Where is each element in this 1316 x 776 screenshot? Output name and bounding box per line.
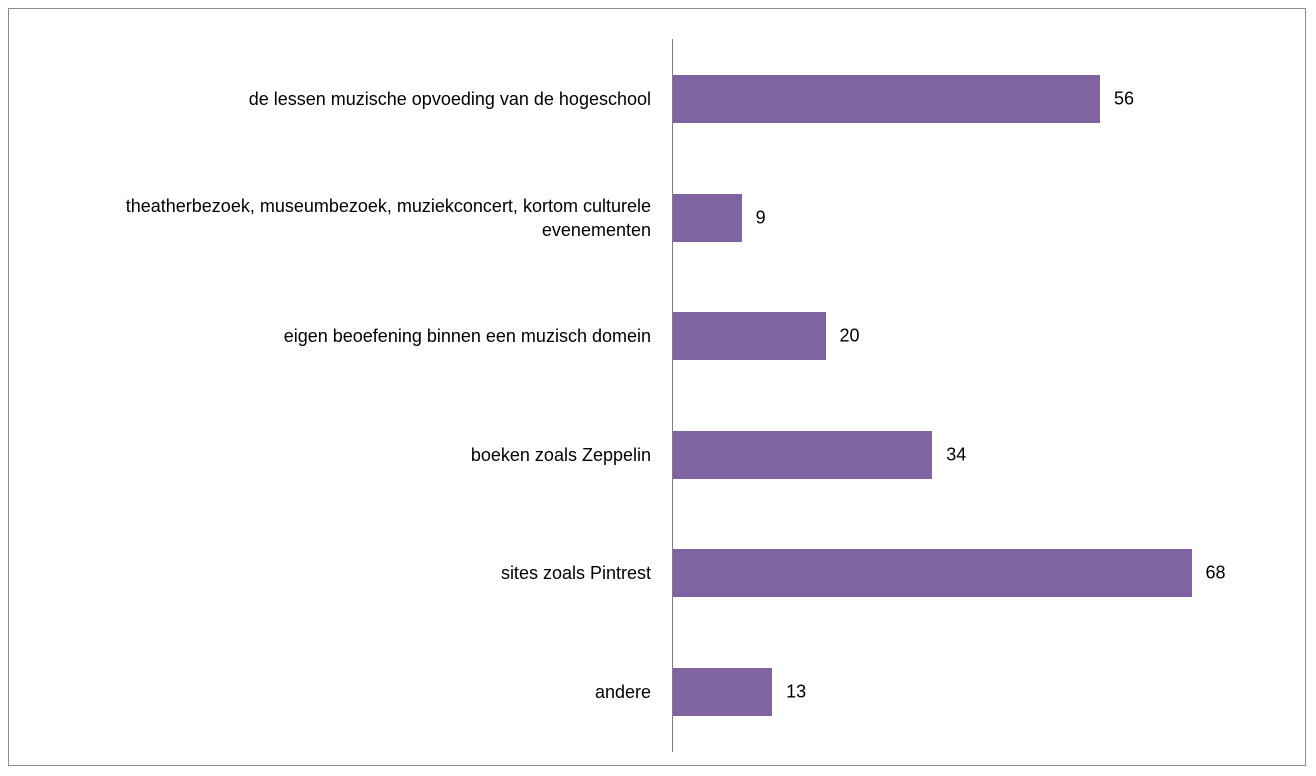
bar xyxy=(673,75,1100,123)
category-label: de lessen muzische opvoeding van de hoge… xyxy=(248,89,651,109)
category-label: eigen beoefening binnen een muzisch dome… xyxy=(283,326,651,347)
data-label: 56 xyxy=(1114,88,1135,109)
data-label: 34 xyxy=(946,444,967,465)
bar xyxy=(673,312,826,361)
data-label: 68 xyxy=(1205,562,1226,583)
category-label: sites zoals Pintrest xyxy=(500,563,651,584)
data-label: 20 xyxy=(839,325,860,346)
category-label: boeken zoals Zeppelin xyxy=(470,444,651,465)
chart: de lessen muzische opvoeding van de hoge… xyxy=(8,8,1306,766)
category-label: andere xyxy=(594,682,651,702)
category-axis xyxy=(672,39,673,752)
bar xyxy=(673,668,773,716)
data-label: 9 xyxy=(755,207,766,228)
data-label: 13 xyxy=(786,681,807,702)
bar xyxy=(673,193,742,242)
category-label: theatherbezoek, museumbezoek, muziekconc… xyxy=(125,195,651,240)
bar xyxy=(673,549,1192,598)
bar xyxy=(673,430,933,479)
